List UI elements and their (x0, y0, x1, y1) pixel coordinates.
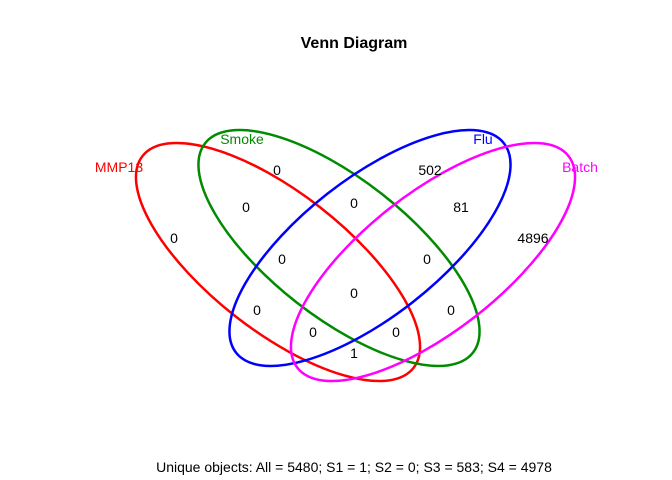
count-mmp13-flu-batch: 0 (309, 324, 317, 340)
count-mmp13-smoke: 0 (242, 199, 250, 215)
count-mmp13-batch: 1 (350, 345, 358, 361)
ellipse-batch (289, 141, 577, 383)
count-only-smoke: 0 (273, 162, 281, 178)
count-flu-batch: 81 (453, 199, 469, 215)
count-mmp13-smoke-flu: 0 (278, 251, 286, 267)
count-smoke-flu-batch: 0 (423, 251, 431, 267)
summary-line: Unique objects: All = 5480; S1 = 1; S2 =… (156, 459, 552, 475)
set-label-mmp13: MMP13 (95, 159, 143, 175)
count-mmp13-flu: 0 (253, 302, 261, 318)
ellipse-mmp13 (134, 141, 422, 383)
set-label-smoke: Smoke (220, 131, 264, 147)
count-mmp13-smoke-batch: 0 (392, 324, 400, 340)
count-only-flu: 502 (418, 162, 442, 178)
count-smoke-batch: 0 (447, 302, 455, 318)
count-all-four: 0 (350, 285, 358, 301)
set-label-flu: Flu (473, 131, 492, 147)
diagram-title: Venn Diagram (301, 35, 408, 52)
count-only-batch: 4896 (517, 230, 548, 246)
ellipse-smoke (197, 128, 481, 368)
ellipse-flu (228, 128, 512, 368)
count-only-mmp13: 0 (170, 230, 178, 246)
count-smoke-flu: 0 (350, 195, 358, 211)
set-label-batch: Batch (562, 159, 598, 175)
